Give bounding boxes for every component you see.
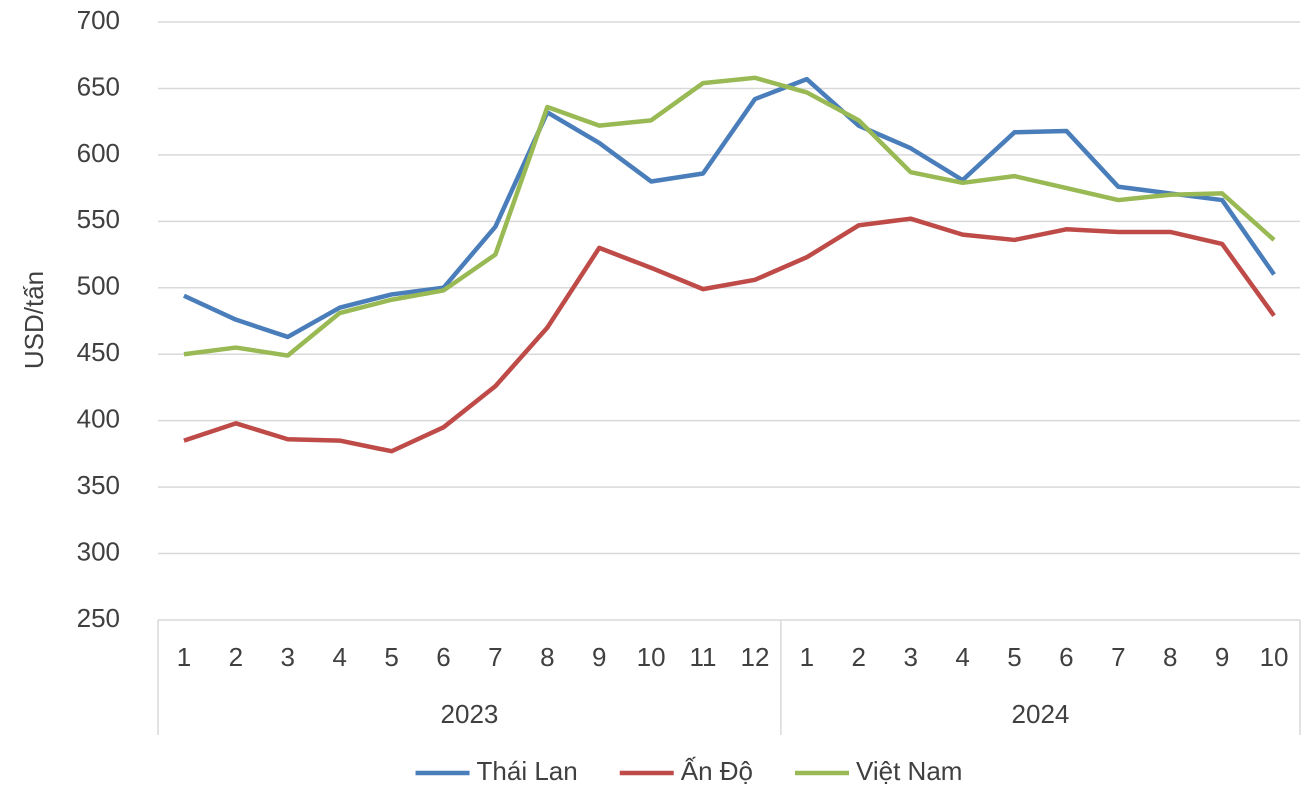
x-tick-label: 1 bbox=[800, 642, 814, 672]
x-tick-label: 7 bbox=[1111, 642, 1125, 672]
x-tick-label: 8 bbox=[1163, 642, 1177, 672]
x-tick-label: 6 bbox=[1059, 642, 1073, 672]
legend-label: Ấn Độ bbox=[681, 756, 753, 786]
x-tick-label: 9 bbox=[1215, 642, 1229, 672]
legend-label: Thái Lan bbox=[477, 756, 578, 786]
x-group-label: 2023 bbox=[441, 699, 499, 729]
x-tick-label: 6 bbox=[436, 642, 450, 672]
x-tick-label: 4 bbox=[955, 642, 969, 672]
y-tick-label: 300 bbox=[77, 536, 120, 566]
y-tick-label: 700 bbox=[77, 5, 120, 35]
series-line bbox=[183, 75, 1276, 358]
y-tick-label: 250 bbox=[77, 603, 120, 633]
x-tick-label: 8 bbox=[540, 642, 554, 672]
y-tick-label: 550 bbox=[77, 204, 120, 234]
y-axis-label: USD/tấn bbox=[19, 271, 49, 369]
x-tick-label: 11 bbox=[690, 642, 717, 672]
x-tick-label: 12 bbox=[740, 642, 769, 672]
series-line bbox=[183, 76, 1276, 340]
x-tick-label: 3 bbox=[903, 642, 917, 672]
y-tick-label: 500 bbox=[77, 271, 120, 301]
x-tick-label: 1 bbox=[177, 642, 191, 672]
series-line bbox=[183, 216, 1276, 454]
x-tick-label: 2 bbox=[229, 642, 243, 672]
y-tick-label: 450 bbox=[77, 337, 120, 367]
x-tick-label: 9 bbox=[592, 642, 606, 672]
x-tick-label: 10 bbox=[637, 642, 666, 672]
x-tick-label: 5 bbox=[1007, 642, 1021, 672]
y-tick-label: 650 bbox=[77, 71, 120, 101]
y-tick-label: 600 bbox=[77, 138, 120, 168]
y-tick-label: 400 bbox=[77, 404, 120, 434]
legend-label: Việt Nam bbox=[856, 756, 962, 786]
x-group-label: 2024 bbox=[1012, 699, 1070, 729]
x-tick-label: 3 bbox=[281, 642, 295, 672]
x-tick-label: 2 bbox=[852, 642, 866, 672]
x-tick-label: 4 bbox=[332, 642, 346, 672]
x-tick-label: 10 bbox=[1260, 642, 1289, 672]
x-tick-label: 7 bbox=[488, 642, 502, 672]
y-tick-label: 350 bbox=[77, 470, 120, 500]
x-tick-label: 5 bbox=[384, 642, 398, 672]
